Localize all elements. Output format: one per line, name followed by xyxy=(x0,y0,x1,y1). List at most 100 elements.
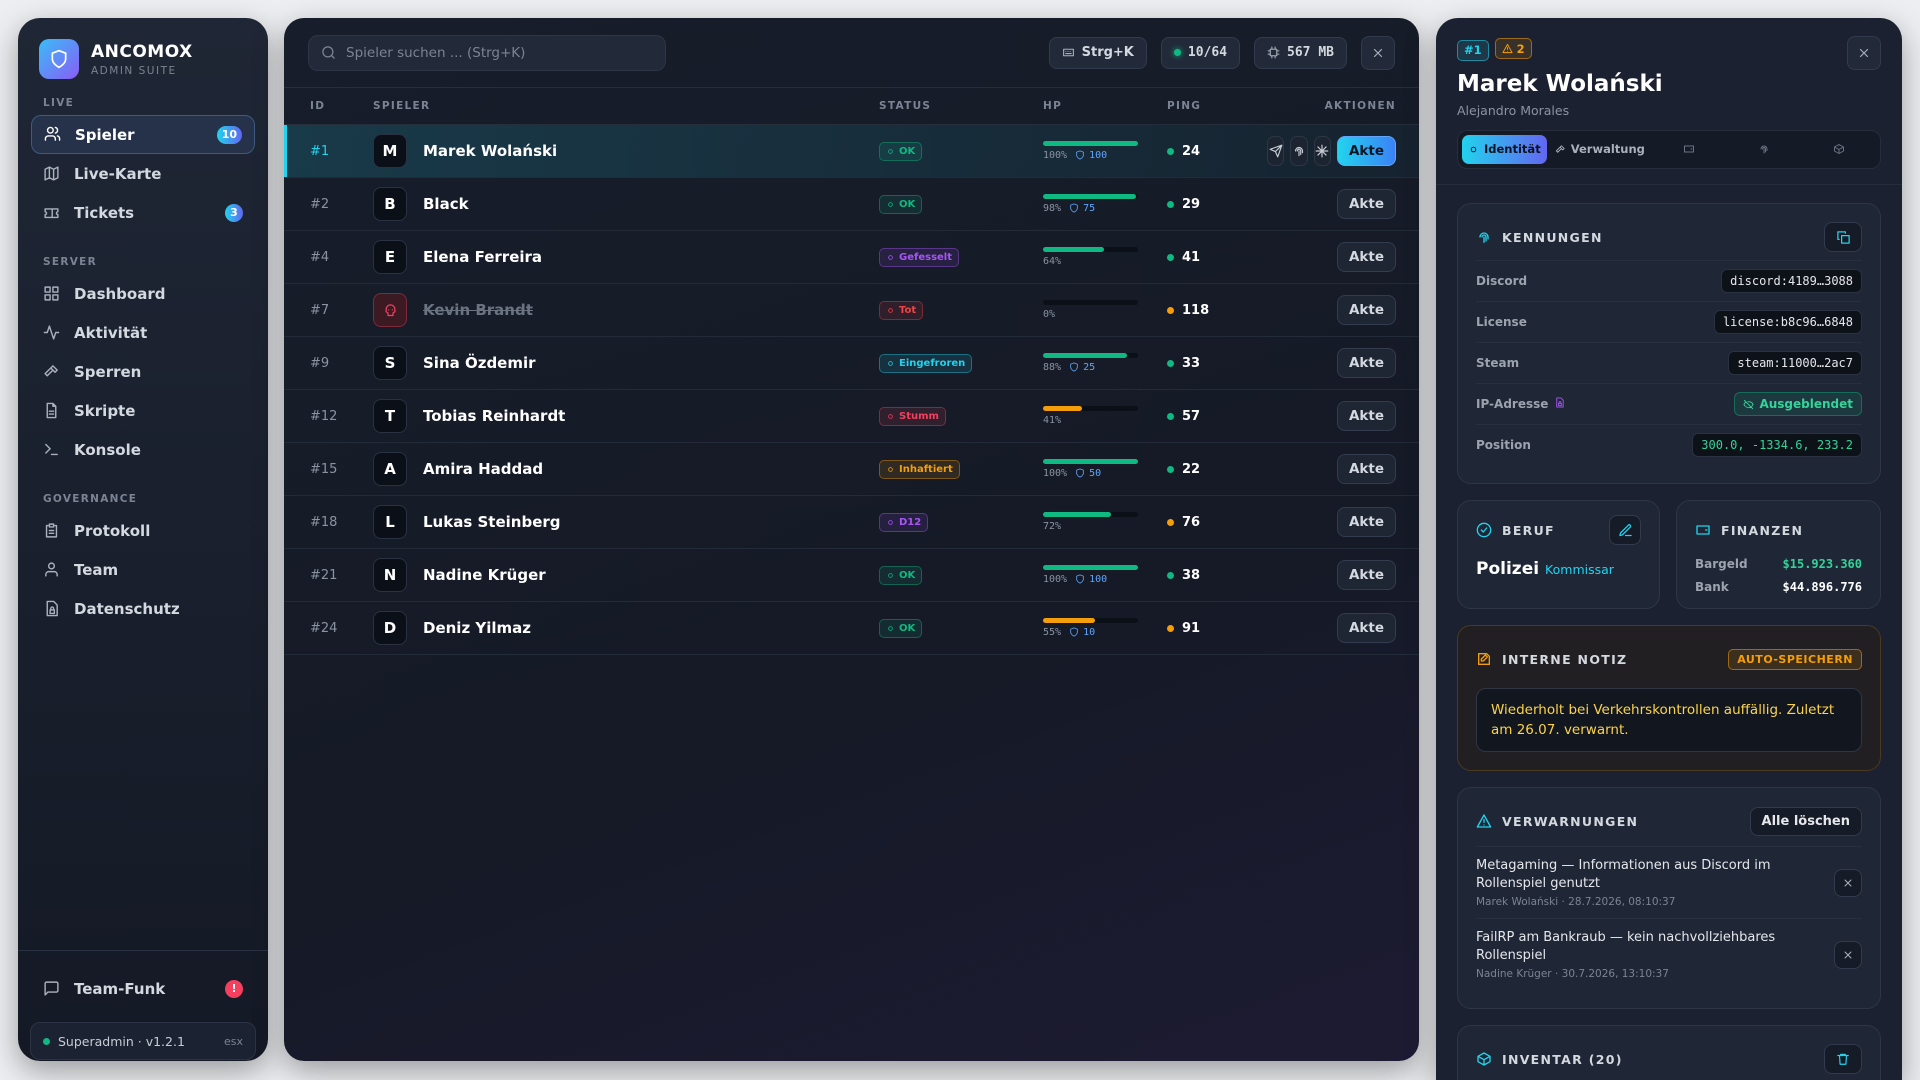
hp-label: 64% xyxy=(1043,256,1062,267)
nav-label: Skripte xyxy=(74,401,136,420)
player-row[interactable]: #15 A Amira Haddad Inhaftiert 100% 50 22 Akte xyxy=(284,443,1419,496)
identifier-value: discord:4189…3088 xyxy=(1721,269,1862,293)
player-row[interactable]: #1 M Marek Wolański OK 100% 100 24 Akte xyxy=(284,125,1419,178)
file-button[interactable]: Akte xyxy=(1336,295,1396,325)
nav-item[interactable]: Skripte xyxy=(31,391,255,430)
icon xyxy=(1696,525,1710,535)
nav-item[interactable]: Team xyxy=(31,550,255,589)
nav-item[interactable]: Spieler 10 xyxy=(31,115,255,154)
icon-path xyxy=(44,981,59,996)
close-button[interactable] xyxy=(1361,35,1395,70)
identifier-row: Position 300.0, -1334.6, 233.2 xyxy=(1476,424,1862,465)
player-cell: T Tobias Reinhardt xyxy=(373,399,879,433)
file-button[interactable]: Akte xyxy=(1336,613,1396,643)
file-button[interactable]: Akte xyxy=(1336,348,1396,378)
player-row[interactable]: #7 Kevin Brandt Tot 0% 118 Akte xyxy=(284,284,1419,337)
file-button[interactable]: Akte xyxy=(1336,136,1396,166)
player-row[interactable]: #9 S Sina Özdemir Eingefroren 88% 25 33 Akte xyxy=(284,337,1419,390)
hp-cell: 64% xyxy=(1043,247,1167,267)
team-funk[interactable]: Team-Funk ! xyxy=(31,969,255,1008)
nav-item[interactable]: Sperren xyxy=(31,352,255,391)
nav-item[interactable]: Datenschutz xyxy=(31,589,255,628)
status-pill: Tot xyxy=(879,301,924,320)
file-button[interactable]: Akte xyxy=(1336,507,1396,537)
nav-item[interactable]: Tickets 3 xyxy=(31,193,255,232)
icon-path xyxy=(44,286,59,301)
hp-bar xyxy=(1043,194,1137,199)
armor: 50 xyxy=(1075,468,1101,479)
status-cell: D12 xyxy=(879,512,1043,532)
nav-item[interactable]: Konsole xyxy=(31,430,255,469)
close-button[interactable] xyxy=(1847,36,1881,70)
hp-label: 100% xyxy=(1043,574,1068,585)
hp-cell: 100% 50 xyxy=(1043,459,1167,479)
file-button[interactable]: Akte xyxy=(1336,401,1396,431)
tab[interactable]: Identität xyxy=(1462,134,1547,164)
icon-path xyxy=(1476,522,1492,538)
nav-item[interactable]: Dashboard xyxy=(31,274,255,313)
note-text[interactable]: Wiederholt bei Verkehrskontrollen auffäl… xyxy=(1476,688,1862,752)
icon-path xyxy=(1076,574,1084,584)
file-button[interactable]: Akte xyxy=(1336,242,1396,272)
spacer xyxy=(1476,252,1862,260)
player-row[interactable]: #18 L Lukas Steinberg D12 72% 76 Akte xyxy=(284,496,1419,549)
finance-row: Bargeld $15.923.360 xyxy=(1695,557,1862,571)
hp-info: 100% 100 xyxy=(1043,150,1167,161)
hp-info: 98% 75 xyxy=(1043,203,1167,214)
nav-item[interactable]: Aktivität xyxy=(31,313,255,352)
icon xyxy=(1836,230,1850,244)
icon-button[interactable] xyxy=(1267,136,1285,166)
hp-label: 100% xyxy=(1043,468,1068,479)
ping-dot xyxy=(1167,306,1174,314)
hp-info: 72% xyxy=(1043,521,1167,532)
player-row[interactable]: #2 B Black OK 98% 75 29 Akte xyxy=(284,178,1419,231)
finance-row: Bank $44.896.776 xyxy=(1695,580,1862,594)
remove-button[interactable] xyxy=(1834,868,1862,897)
icon-path xyxy=(1373,48,1383,57)
player-cell: E Elena Ferreira xyxy=(373,240,879,274)
player-row[interactable]: #21 N Nadine Krüger OK 100% 100 38 Akte xyxy=(284,549,1419,602)
icon-button[interactable] xyxy=(1290,136,1308,166)
file-button[interactable]: Akte xyxy=(1336,560,1396,590)
icon-path xyxy=(44,208,59,219)
icon xyxy=(44,166,59,181)
sidebar: ANCOMOX ADMIN SUITE LIVE Spieler 10 Live-Ka… xyxy=(18,18,268,1061)
clear-button[interactable]: Alle löschen xyxy=(1749,806,1862,836)
remove-button[interactable] xyxy=(1834,940,1862,969)
icon-button[interactable] xyxy=(1313,136,1331,166)
tab-icon[interactable] xyxy=(1653,143,1726,155)
tab-icon[interactable] xyxy=(1728,143,1801,155)
player-id: #4 xyxy=(310,249,330,265)
player-id: #18 xyxy=(310,514,338,530)
tab[interactable]: Verwaltung xyxy=(1549,135,1651,164)
player-row[interactable]: #12 T Tobias Reinhardt Stumm 41% 57 Akte xyxy=(284,390,1419,443)
tab-icon[interactable] xyxy=(1803,143,1876,155)
icon xyxy=(46,402,57,419)
trash-button[interactable] xyxy=(1824,1044,1862,1074)
icon xyxy=(1070,627,1078,637)
nav-item[interactable]: Protokoll xyxy=(31,511,255,550)
detail-body: KENNUNGEN Discord discord:4189…3088 License… xyxy=(1436,185,1902,1080)
player-row[interactable]: #4 E Elena Ferreira Gefesselt 64% 41 Akte xyxy=(284,231,1419,284)
player-name: Marek Wolański xyxy=(1457,70,1663,97)
shortcut-chip[interactable]: Strg+K xyxy=(1048,36,1147,69)
status-cell: Stumm xyxy=(879,406,1043,426)
finance-card: FINANZEN Bargeld $15.923.360 Bank $44.896.77… xyxy=(1676,500,1881,609)
identifier-value: Ausgeblendet xyxy=(1734,392,1862,416)
search-input[interactable]: Spieler suchen ... (Strg+K) xyxy=(308,34,666,71)
edit-button[interactable] xyxy=(1609,515,1641,545)
file-button[interactable]: Akte xyxy=(1336,454,1396,484)
ping-dot xyxy=(1167,465,1174,473)
identifier-row: Discord discord:4189…3088 xyxy=(1476,260,1862,301)
identifier-label: IP-Adresse xyxy=(1476,397,1565,411)
nav-item[interactable]: Live-Karte xyxy=(31,154,255,193)
actions: Akte xyxy=(1267,560,1396,590)
identifier-value: license:b8c96…6848 xyxy=(1713,310,1862,334)
icon-path xyxy=(46,402,57,419)
ping-dot xyxy=(1167,518,1174,526)
armor-value: 100 xyxy=(1089,150,1108,161)
player-row[interactable]: #24 D Deniz Yilmaz OK 55% 10 91 Akte xyxy=(284,602,1419,655)
icon-path xyxy=(1837,1053,1849,1065)
file-button[interactable]: Akte xyxy=(1336,189,1396,219)
copy-button[interactable] xyxy=(1824,222,1862,252)
